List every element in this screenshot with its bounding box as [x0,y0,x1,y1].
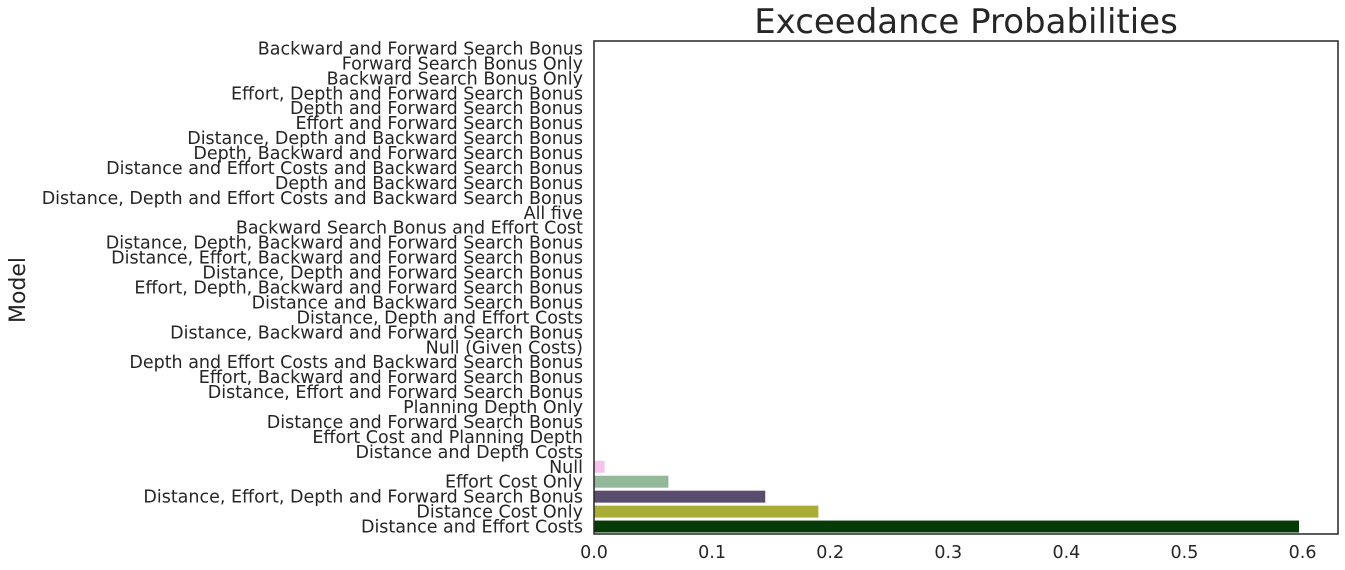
x-tick-label: 0.6 [1289,543,1317,563]
category-label: Effort, Depth, Backward and Forward Sear… [134,279,583,299]
category-label: Distance, Depth and Effort Costs [297,308,583,328]
bar [594,505,819,518]
bar [594,475,669,488]
category-label: Distance and Depth Costs [356,443,583,463]
category-label: Planning Depth Only [403,398,583,418]
category-label: Effort Cost Only [445,473,583,493]
category-label: Distance, Depth and Backward Search Bonu… [187,129,583,149]
category-label: Effort, Depth and Forward Search Bonus [231,84,583,104]
category-labels: Backward and Forward Search BonusForward… [42,39,583,537]
chart-title: Exceedance Probabilities [754,2,1178,42]
bar [594,490,766,503]
category-label: Distance Cost Only [416,503,583,523]
category-label: Distance and Backward Search Bonus [252,293,583,313]
y-axis-label: Model [6,257,31,323]
category-label: Backward Search Bonus and Effort Cost [236,219,583,239]
x-tick-label: 0.3 [934,543,962,563]
x-tick-label: 0.2 [816,543,844,563]
category-label: Depth and Forward Search Bonus [290,99,583,119]
category-label: Depth and Backward Search Bonus [275,174,583,194]
x-tick-label: 0.1 [698,543,726,563]
category-label: Distance, Effort, Depth and Forward Sear… [143,488,583,508]
category-label: Null [549,458,583,478]
category-label: Depth and Effort Costs and Backward Sear… [129,353,583,373]
bar [594,460,605,473]
category-label: Effort, Backward and Forward Search Bonu… [199,368,583,388]
category-label: Depth, Backward and Forward Search Bonus [193,144,583,164]
category-label: Distance and Effort Costs and Backward S… [106,159,583,179]
category-label: Effort Cost and Planning Depth [312,428,583,448]
category-label: Null (Given Costs) [426,338,583,358]
x-axis-ticks: 0.0 0.1 0.2 0.3 0.4 0.5 0.6 [580,543,1316,563]
category-label: Distance, Effort and Forward Search Bonu… [208,383,583,403]
category-label: Distance, Effort, Backward and Forward S… [111,249,583,269]
category-label: Forward Search Bonus Only [342,54,583,74]
category-label: Backward and Forward Search Bonus [258,39,583,59]
bar [594,520,1300,533]
category-label: Distance, Depth and Effort Costs and Bac… [42,189,583,209]
category-label: All five [524,204,583,224]
category-label: Distance and Forward Search Bonus [267,413,583,433]
category-label: Effort and Forward Search Bonus [295,114,583,134]
category-label: Distance and Effort Costs [361,518,583,538]
plot-frame [593,40,1339,535]
x-tick-label: 0.0 [580,543,608,563]
category-label: Distance, Depth and Forward Search Bonus [202,264,583,284]
category-label: Distance, Depth, Backward and Forward Se… [106,234,583,254]
x-tick-label: 0.4 [1052,543,1080,563]
x-tick-label: 0.5 [1171,543,1199,563]
category-label: Distance, Backward and Forward Search Bo… [170,323,583,343]
category-label: Backward Search Bonus Only [327,69,583,89]
bars-group [594,460,1300,533]
